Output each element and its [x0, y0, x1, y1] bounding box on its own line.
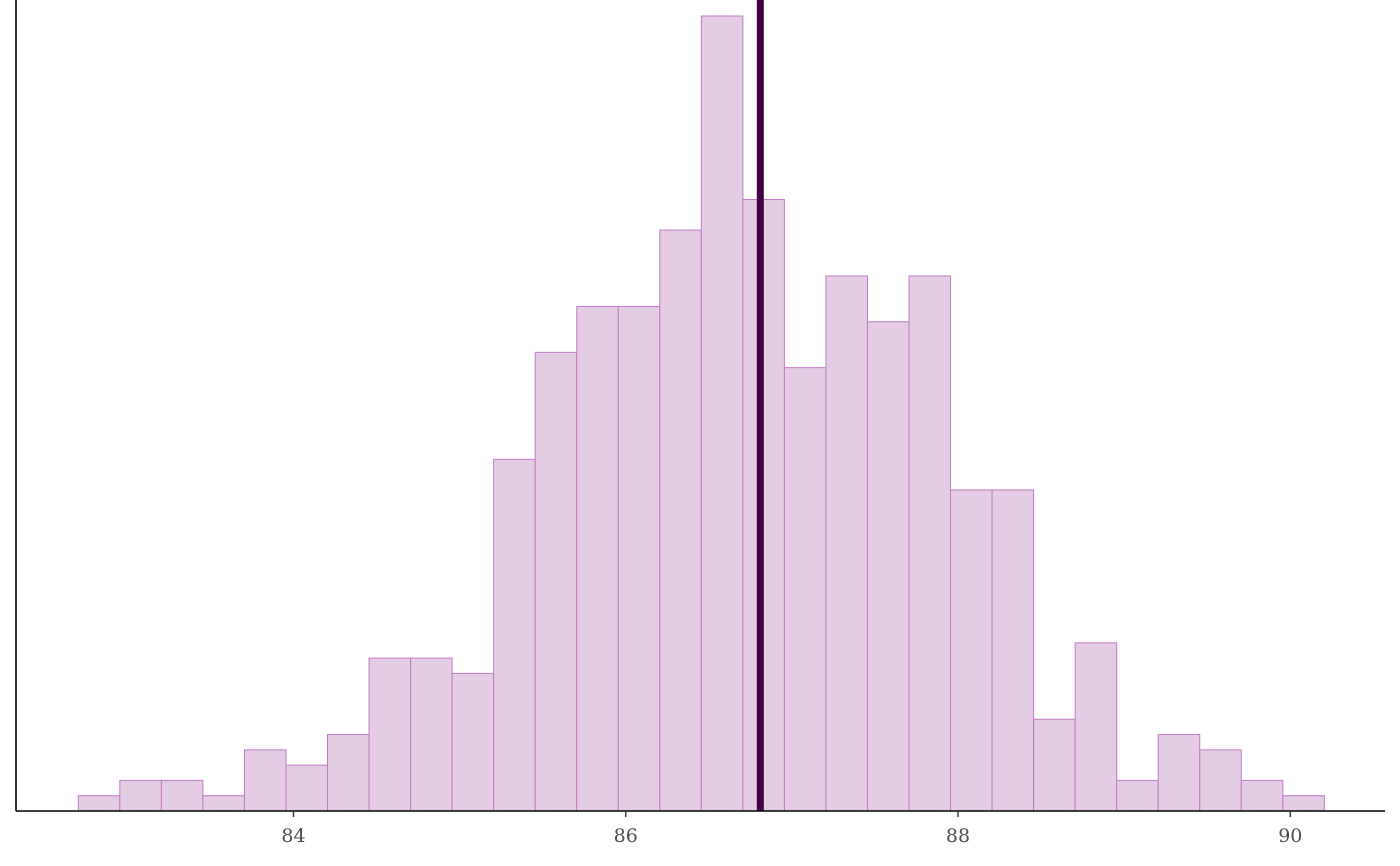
histogram-bar — [1116, 779, 1159, 812]
histogram-bar — [1199, 749, 1242, 812]
histogram-bar — [825, 275, 868, 812]
histogram-bar — [1240, 779, 1284, 812]
x-ticks-group: 84 86 88 90 — [281, 811, 1302, 847]
histogram-bar — [410, 657, 453, 812]
histogram-bar — [160, 779, 204, 812]
histogram-bar — [1157, 734, 1201, 812]
histogram-bar — [77, 795, 121, 812]
histogram-bar — [950, 489, 993, 812]
histogram-bar — [908, 275, 952, 812]
histogram-bar — [202, 795, 245, 812]
histogram-bar — [1282, 795, 1325, 812]
histogram-bar — [700, 15, 744, 812]
histogram-bar — [368, 657, 412, 812]
x-tick-label: 86 — [614, 825, 638, 847]
x-tick-label: 84 — [281, 825, 305, 847]
histogram-bar — [451, 672, 495, 812]
x-tick-label: 88 — [946, 825, 970, 847]
histogram-bar — [493, 458, 536, 812]
histogram-bar — [617, 305, 661, 812]
x-tick-label: 90 — [1278, 825, 1302, 847]
histogram-bar — [866, 321, 910, 812]
histogram-bar — [991, 489, 1035, 812]
histogram-bar — [783, 367, 827, 812]
histogram-bar — [119, 779, 162, 812]
histogram-bar — [243, 749, 287, 812]
histogram-bar — [1033, 718, 1076, 812]
histogram-bar — [659, 229, 702, 812]
histogram-bar — [327, 734, 370, 812]
histogram-bar — [285, 764, 329, 812]
histogram-bar — [576, 305, 619, 812]
histogram-bar — [1074, 642, 1118, 812]
bars-group — [77, 15, 1325, 812]
histogram-bar — [534, 351, 578, 812]
